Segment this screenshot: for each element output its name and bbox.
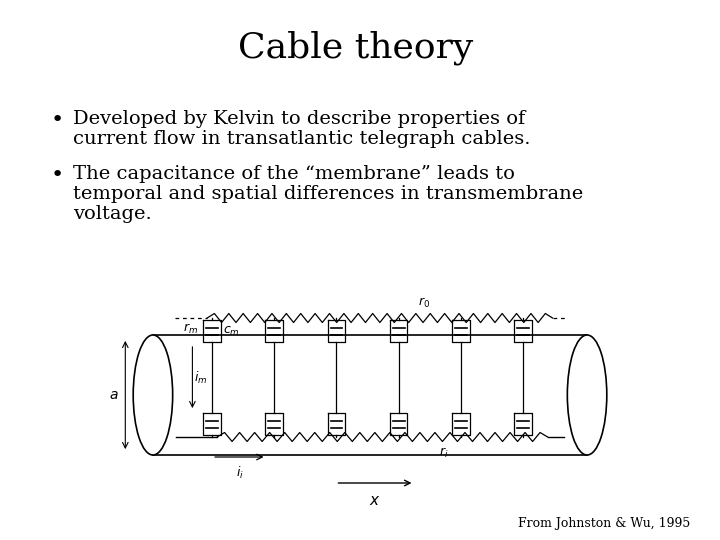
- Text: voltage.: voltage.: [73, 205, 152, 223]
- Text: $a$: $a$: [109, 388, 118, 402]
- Text: $r_i$: $r_i$: [439, 446, 449, 460]
- Text: $x$: $x$: [369, 494, 381, 508]
- Ellipse shape: [133, 335, 173, 455]
- Text: $r_m$: $r_m$: [184, 322, 198, 336]
- Ellipse shape: [567, 335, 607, 455]
- Text: current flow in transatlantic telegraph cables.: current flow in transatlantic telegraph …: [73, 130, 531, 148]
- Text: •: •: [50, 110, 64, 130]
- Text: $c_m$: $c_m$: [223, 325, 240, 338]
- Text: Cable theory: Cable theory: [238, 31, 473, 65]
- Text: $i_m$: $i_m$: [194, 369, 208, 386]
- Text: temporal and spatial differences in transmembrane: temporal and spatial differences in tran…: [73, 185, 583, 203]
- Text: •: •: [50, 165, 64, 185]
- Text: Developed by Kelvin to describe properties of: Developed by Kelvin to describe properti…: [73, 110, 526, 128]
- Text: $r_0$: $r_0$: [418, 296, 431, 310]
- Text: $i_i$: $i_i$: [236, 465, 243, 481]
- Text: From Johnston & Wu, 1995: From Johnston & Wu, 1995: [518, 517, 690, 530]
- Text: The capacitance of the “membrane” leads to: The capacitance of the “membrane” leads …: [73, 165, 515, 183]
